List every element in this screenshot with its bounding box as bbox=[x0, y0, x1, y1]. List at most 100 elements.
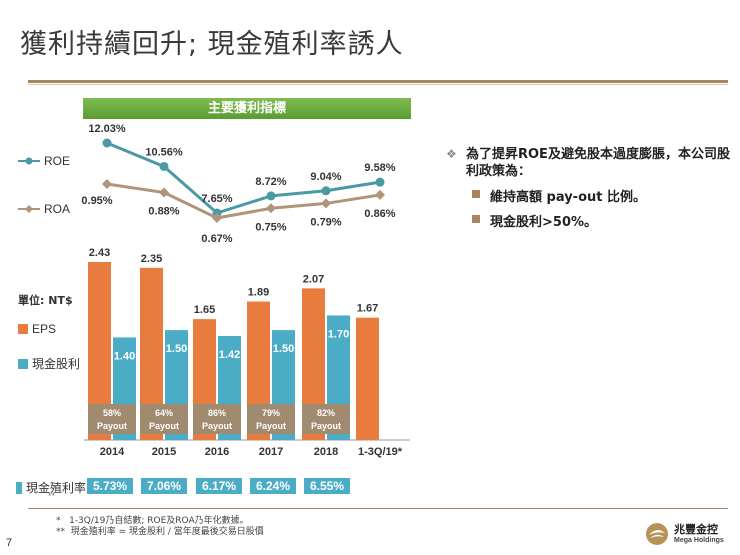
square-bullet-icon bbox=[472, 215, 480, 223]
roa-label-2016: 0.67% bbox=[201, 233, 232, 245]
footnote-1: * 1-3Q/19乃自結數; ROE及ROA乃年化數據。 bbox=[56, 516, 249, 526]
payout-text-2018: Payout bbox=[311, 421, 341, 431]
payout-pct-2018: 82% bbox=[317, 408, 335, 418]
roe-point-1-3Q/19* bbox=[375, 177, 385, 187]
policy-sub-bullet-1: 維持高額 pay-out 比例。 bbox=[472, 186, 731, 205]
legend-cash: 現金股利 bbox=[18, 355, 80, 372]
roa-point-2018 bbox=[321, 198, 331, 209]
footer-divider bbox=[28, 508, 728, 509]
cash-yield-2018: 6.55% bbox=[304, 478, 350, 494]
cash-label-2017: 1.50 bbox=[273, 343, 294, 355]
square-bullet-icon bbox=[472, 190, 480, 198]
policy-main-text: 為了提昇ROE及避免股本過度膨脹，本公司股利政策為： bbox=[466, 147, 730, 179]
mega-logo-icon bbox=[646, 523, 668, 545]
roa-point-2014 bbox=[102, 179, 112, 189]
cash-label-2014: 1.40 bbox=[114, 350, 135, 362]
roa-label-1-3Q/19*: 0.86% bbox=[364, 208, 395, 220]
x-tick-1-3Q/19*: 1-3Q/19* bbox=[358, 446, 403, 458]
roa-label-2017: 0.75% bbox=[255, 221, 286, 233]
roe-label-2015: 10.56% bbox=[145, 146, 183, 158]
x-tick-2016: 2016 bbox=[205, 446, 229, 458]
roa-label-2015: 0.88% bbox=[148, 206, 179, 218]
payout-text-2016: Payout bbox=[202, 421, 232, 431]
legend-cash-label: 現金股利 bbox=[32, 357, 81, 371]
eps-swatch bbox=[18, 324, 28, 334]
chart-banner: 主要獲利指標 bbox=[83, 98, 411, 119]
legend-eps-label: EPS bbox=[32, 322, 57, 336]
roe-label-2018: 9.04% bbox=[310, 171, 341, 183]
eps-label-2018: 2.07 bbox=[303, 273, 324, 285]
payout-text-2015: Payout bbox=[149, 421, 179, 431]
policy-sub-text-1: 維持高額 pay-out 比例。 bbox=[490, 190, 647, 205]
cash-yield-2017: 6.24% bbox=[250, 478, 296, 494]
title-divider-thin bbox=[28, 84, 728, 85]
unit-label: 單位: NT$ bbox=[18, 294, 73, 307]
roe-line bbox=[106, 141, 381, 215]
page-number: 7 bbox=[6, 537, 13, 549]
payout-pct-2016: 86% bbox=[208, 408, 226, 418]
roe-point-2014 bbox=[102, 138, 112, 148]
roe-point-2015 bbox=[159, 161, 169, 171]
eps-label-2015: 2.35 bbox=[141, 253, 162, 265]
roa-label-2014: 0.95% bbox=[81, 195, 112, 207]
company-logo: 兆豐金控 Mega Holdings bbox=[645, 522, 724, 546]
x-tick-2015: 2015 bbox=[152, 446, 176, 458]
payout-box-2018 bbox=[302, 404, 350, 434]
footnotes: * 1-3Q/19乃自結數; ROE及ROA乃年化數據。 ** 現金殖利率 = … bbox=[56, 516, 264, 538]
cash-yield-footnote-marker: ** bbox=[48, 491, 56, 501]
roa-point-2016 bbox=[212, 213, 222, 223]
cash-label-2016: 1.42 bbox=[219, 349, 240, 361]
cash-yield-text: 現金殖利率 bbox=[26, 481, 87, 495]
legend-roe-label: ROE bbox=[44, 154, 71, 168]
roa-line bbox=[106, 182, 381, 220]
roe-label-2017: 8.72% bbox=[255, 176, 286, 188]
payout-pct-2017: 79% bbox=[262, 408, 280, 418]
roe-label-2016: 7.65% bbox=[201, 193, 232, 205]
eps-label-2016: 1.65 bbox=[194, 304, 215, 316]
diamond-bullet-icon: ❖ bbox=[446, 147, 457, 161]
title-divider bbox=[28, 80, 728, 83]
eps-label-1-3Q/19*: 1.67 bbox=[357, 303, 378, 315]
cash-yield-2015: 7.06% bbox=[141, 478, 187, 494]
eps-bar-2015 bbox=[140, 267, 163, 440]
policy-main-bullet: ❖ 為了提昇ROE及避免股本過度膨脹，本公司股利政策為： bbox=[446, 146, 731, 180]
roa-legend-icon bbox=[18, 205, 40, 213]
roe-point-2018 bbox=[321, 186, 331, 196]
payout-pct-2014: 58% bbox=[103, 408, 121, 418]
legend-roa-label: ROA bbox=[44, 202, 71, 216]
cash-yield-label: 現金殖利率 bbox=[16, 479, 86, 496]
payout-pct-2015: 64% bbox=[155, 408, 173, 418]
cash-label-2018: 1.70 bbox=[328, 328, 349, 340]
roe-label-1-3Q/19*: 9.58% bbox=[364, 162, 395, 174]
logo-name-en: Mega Holdings bbox=[674, 536, 724, 544]
page-title: 獲利持續回升; 現金殖利率誘人 bbox=[20, 29, 404, 60]
legend-roe: ROE bbox=[18, 154, 70, 168]
payout-text-2014: Payout bbox=[97, 421, 127, 431]
x-tick-2017: 2017 bbox=[259, 446, 283, 458]
roa-label-2018: 0.79% bbox=[310, 216, 341, 228]
cash-label-2015: 1.50 bbox=[166, 343, 187, 355]
footnote-2: ** 現金殖利率 = 現金股利 / 當年度最後交易日股價 bbox=[56, 527, 264, 537]
eps-label-2014: 2.43 bbox=[89, 247, 110, 259]
cash-yield-swatch bbox=[16, 481, 22, 494]
x-tick-2014: 2014 bbox=[100, 446, 125, 458]
roa-point-1-3Q/19* bbox=[375, 189, 385, 200]
payout-text-2017: Payout bbox=[256, 421, 286, 431]
eps-bar-2014 bbox=[88, 262, 111, 440]
x-tick-2018: 2018 bbox=[314, 446, 338, 458]
eps-bar-2018 bbox=[302, 288, 325, 440]
dividend-policy: ❖ 為了提昇ROE及避免股本過度膨脹，本公司股利政策為： 維持高額 pay-ou… bbox=[446, 146, 731, 230]
policy-sub-text-2: 現金股利>50%。 bbox=[490, 215, 598, 230]
cash-yield-2014: 5.73% bbox=[87, 478, 133, 494]
logo-name-cn: 兆豐金控 bbox=[674, 522, 718, 536]
eps-label-2017: 1.89 bbox=[248, 287, 269, 299]
cash-swatch bbox=[18, 358, 28, 369]
payout-box-2017 bbox=[247, 404, 295, 434]
payout-box-2014 bbox=[88, 404, 136, 434]
eps-bar-1-3Q/19* bbox=[356, 317, 379, 440]
roe-legend-icon bbox=[18, 157, 40, 165]
cash-yield-2016: 6.17% bbox=[196, 478, 242, 494]
legend-roa: ROA bbox=[18, 202, 70, 216]
policy-sub-bullet-2: 現金股利>50%。 bbox=[472, 211, 731, 230]
